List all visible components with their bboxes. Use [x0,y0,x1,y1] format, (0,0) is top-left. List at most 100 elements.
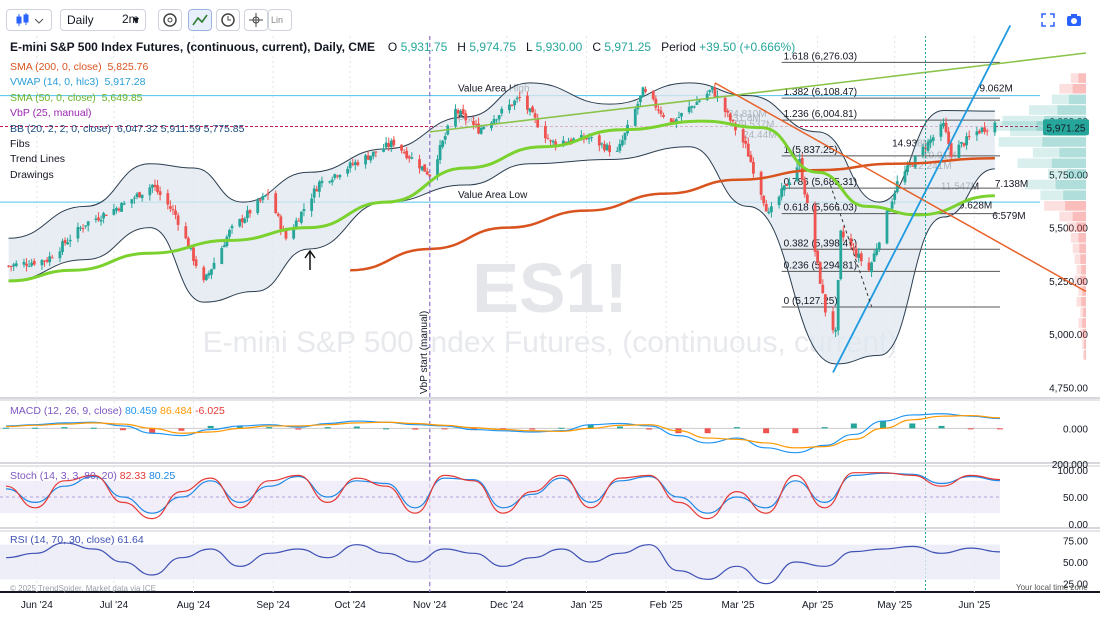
candle-body [477,123,480,134]
timeframe-label[interactable]: 2m [122,12,139,26]
candle-body [803,179,807,195]
volume-profile-bar [1051,94,1086,105]
stoch-y-tick: 0.00 [1069,520,1089,531]
volume-profile-bar-up [1072,211,1086,222]
candle-body [99,219,103,222]
candle-body [222,245,226,248]
macd-y-tick: 0.000 [1063,424,1088,435]
clock-icon [221,13,235,27]
candle-body [104,214,108,216]
candle-body [238,219,242,227]
candle-body [204,274,208,280]
candle-body [931,137,935,141]
candle-body [63,239,67,244]
macd-top-tick: 200.000 [1052,460,1089,471]
candle-body [102,213,106,219]
candle-body [515,97,519,100]
volume-profile-bar-up [1084,339,1086,350]
candle-body [985,130,989,132]
interval-select[interactable]: Daily ▾ [60,9,146,31]
fullscreen-button[interactable] [1040,12,1056,33]
fib-level-label: 0 (5,127.25) [784,296,838,307]
candle-body [859,253,863,262]
legend-trend-lines[interactable]: Trend Lines [10,153,66,166]
volume-profile-label: 9.062M [979,83,1012,94]
y-tick-label: 4,750.00 [1049,383,1088,394]
candle-body [276,213,280,216]
candle-body [387,143,391,147]
volume-profile-bar [1082,350,1086,360]
stoch-legend[interactable]: Stoch (14, 3, 3, 80, 20) 82.33 80.25 [10,470,176,482]
rsi-legend[interactable]: RSI (14, 70, 30, close) 61.64 [10,534,144,546]
legend-sma50[interactable]: SMA (50, 0, close) 5,649.85 [10,91,143,104]
legend-fibs[interactable]: Fibs [10,138,30,151]
candle-body [45,259,49,262]
candle-body [40,260,44,266]
volume-profile-bar [1040,190,1086,201]
volume-profile-bar-up [1051,158,1086,169]
candle-body [423,164,427,172]
trend-line-green [429,52,1087,133]
crosshair-button[interactable] [244,9,268,31]
period-label: Period [661,40,696,54]
candle-body [726,110,730,113]
candle-body [112,209,116,215]
candle-body [656,109,660,111]
candle-body [913,155,917,168]
candle-body [692,106,696,108]
candle-body [728,113,732,121]
candle-body [713,87,717,97]
volume-profile-bar [1059,83,1086,94]
x-tick-label: Jan '25 [571,600,603,611]
candle-body [723,97,727,112]
candle-body [759,171,763,195]
candle-body [705,93,709,100]
legend-bb[interactable]: BB (20, 2, 2, 0, close) 6,047.32 5,911.5… [10,122,245,135]
chart-type-button[interactable] [6,9,52,31]
candle-body [14,263,18,266]
macd-histogram [3,421,1003,434]
candle-body [533,113,537,118]
candle-body [836,279,840,331]
scale-button[interactable]: Lin [268,9,292,31]
candle-body [528,108,532,112]
copyright-text: © 2025 TrendSpider. Market data via ICE [10,584,156,593]
candle-body [762,195,766,204]
volume-profile-bar-up [1084,350,1086,360]
candle-body [921,146,925,156]
last-price-tag [1043,119,1089,136]
open-label: O [387,40,398,54]
last-price-label: 5,971.25 [1047,123,1086,134]
volume-profile-bar [1048,169,1086,179]
candle-body [639,95,642,103]
macd-legend[interactable]: MACD (12, 26, 9, close) 80.459 86.484 -6… [10,405,225,417]
macd-histogram-bar [938,425,945,429]
legend-sma200[interactable]: SMA (200, 0, close) 5,825.76 [10,61,149,73]
legend-drawings[interactable]: Drawings [10,168,54,181]
timezone-label[interactable]: Your local time zone [1016,583,1088,592]
candle-body [600,143,604,145]
macd-histogram-bar [880,421,887,429]
candle-body [895,181,899,193]
candle-body [597,135,601,146]
candle-body [983,127,986,132]
high-value: 5,974.75 [469,40,517,54]
candle-body [800,158,804,181]
legend-vbp[interactable]: VbP (25, manual) [10,107,92,120]
replay-button[interactable] [216,9,240,31]
drawing-mode-button[interactable] [188,9,212,31]
candle-body [967,135,971,137]
macd-line [5,413,1001,454]
candle-body [428,174,432,177]
volume-profile-bar-up [1065,201,1086,211]
candle-body [841,231,845,238]
fib-level-label: 1.382 (6,108.47) [784,87,857,98]
candle-body [962,143,966,146]
candle-body [618,143,622,151]
volume-profile-bar-up [1063,190,1086,201]
legend-vwap[interactable]: VWAP (14, 0, hlc3) 5,917.28 [10,76,146,89]
candle-body [777,196,781,206]
snapshot-button[interactable] [1066,12,1082,33]
settings-button[interactable] [158,9,182,31]
